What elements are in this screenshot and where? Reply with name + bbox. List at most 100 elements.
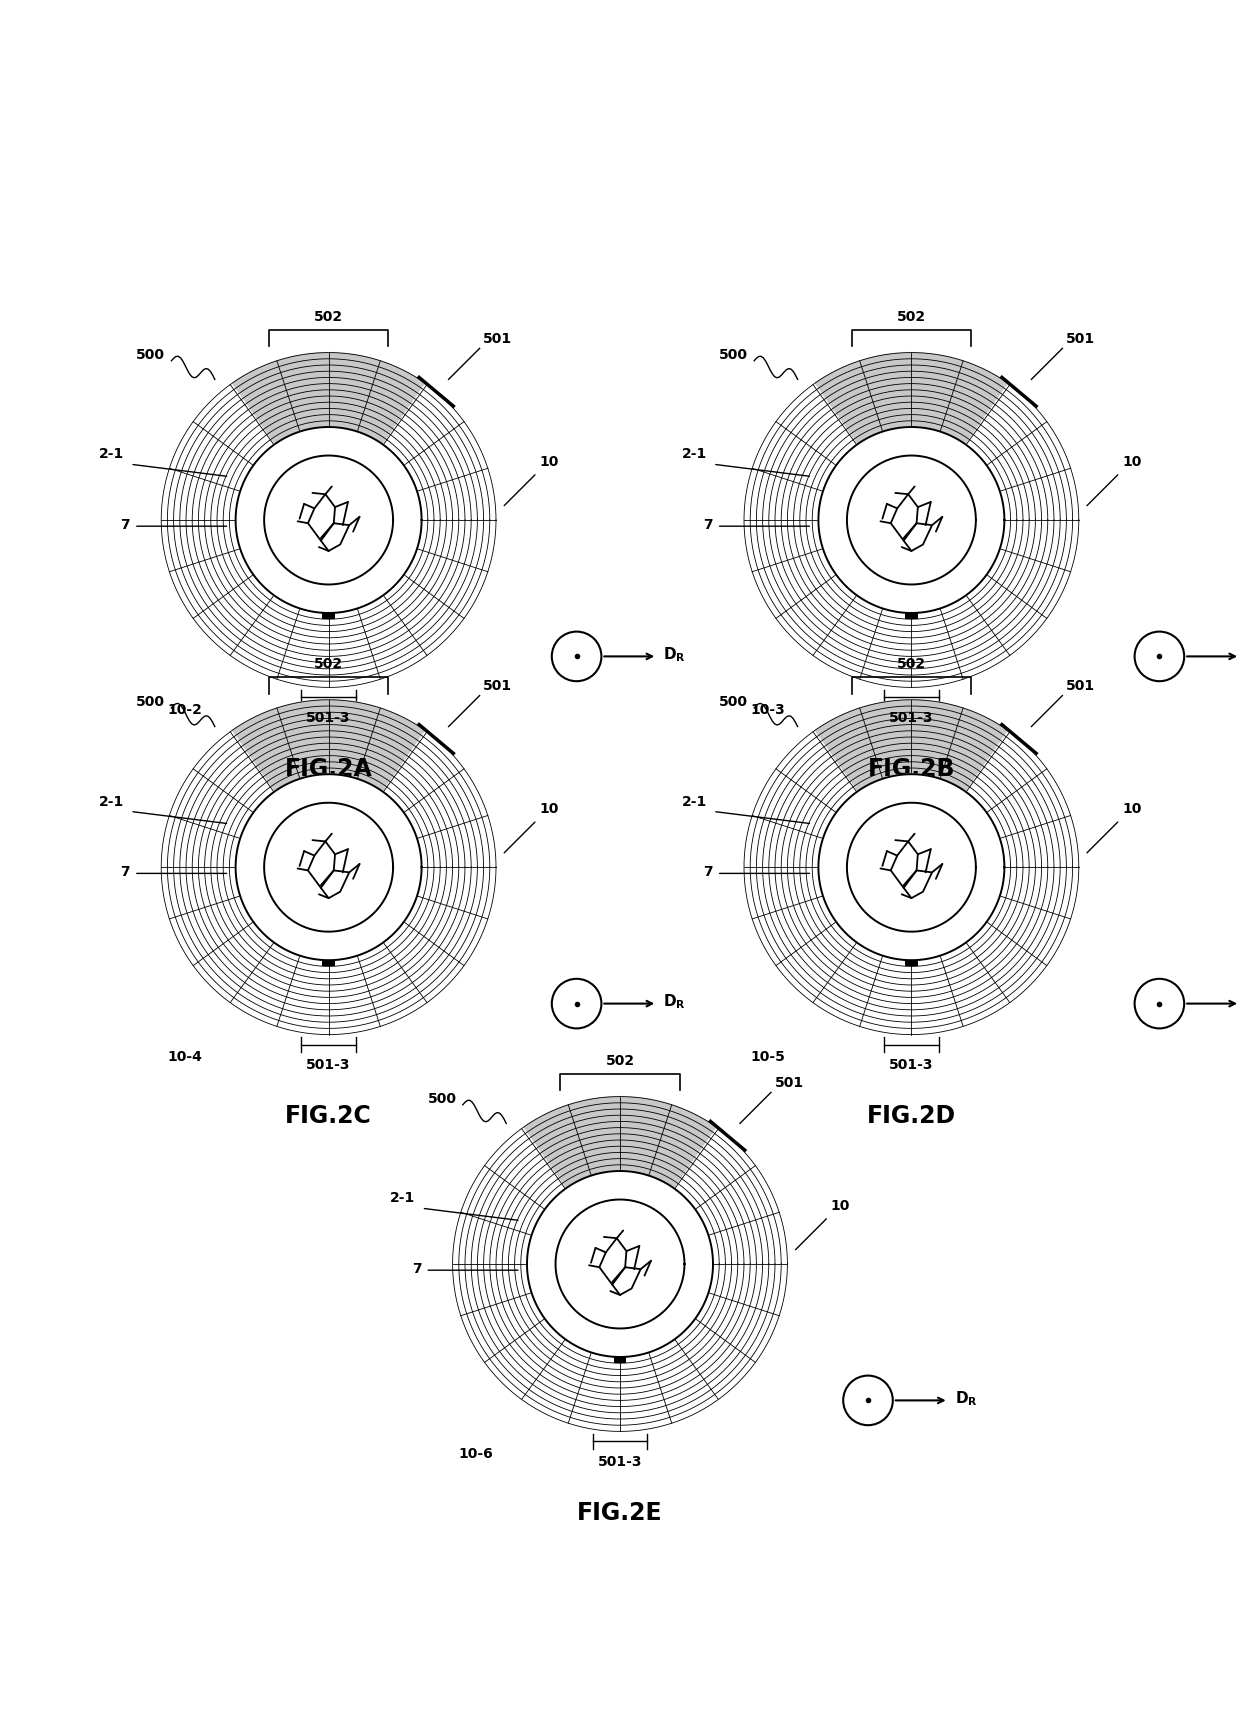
Polygon shape: [250, 384, 407, 414]
Bar: [614, 1358, 626, 1363]
Bar: [905, 961, 918, 967]
Polygon shape: [243, 372, 414, 403]
Polygon shape: [258, 744, 399, 772]
Polygon shape: [844, 403, 978, 429]
Polygon shape: [851, 762, 972, 786]
Text: $\mathbf{D_R}$: $\mathbf{D_R}$: [955, 1389, 977, 1408]
Text: 501-3: 501-3: [306, 1058, 351, 1072]
Polygon shape: [233, 701, 424, 736]
Text: 10-5: 10-5: [750, 1049, 785, 1063]
Text: 500: 500: [719, 348, 748, 362]
Polygon shape: [236, 360, 422, 395]
Text: FIG.2D: FIG.2D: [867, 1103, 956, 1127]
Polygon shape: [830, 725, 993, 756]
Text: 502: 502: [314, 310, 343, 324]
Text: 2-1: 2-1: [391, 1191, 415, 1204]
Polygon shape: [527, 1103, 713, 1137]
Polygon shape: [818, 706, 1004, 741]
Polygon shape: [272, 768, 386, 791]
Text: $\mathbf{D_R}$: $\mathbf{D_R}$: [663, 644, 686, 663]
Polygon shape: [851, 415, 972, 439]
Polygon shape: [250, 731, 407, 762]
Text: 501-3: 501-3: [306, 710, 351, 724]
Polygon shape: [844, 750, 978, 777]
Polygon shape: [826, 372, 997, 403]
Polygon shape: [264, 756, 393, 782]
Circle shape: [264, 457, 393, 586]
Polygon shape: [525, 1098, 715, 1132]
Text: 7: 7: [703, 517, 713, 531]
Circle shape: [444, 1089, 796, 1440]
Circle shape: [236, 775, 422, 961]
Polygon shape: [534, 1115, 706, 1148]
Text: 500: 500: [719, 694, 748, 708]
Text: FIG.2A: FIG.2A: [285, 756, 372, 781]
Circle shape: [552, 632, 601, 682]
Text: 500: 500: [136, 348, 165, 362]
Polygon shape: [546, 1134, 694, 1163]
Text: 501: 501: [1066, 679, 1095, 693]
Circle shape: [847, 803, 976, 932]
Polygon shape: [841, 744, 982, 772]
Polygon shape: [531, 1110, 709, 1142]
Circle shape: [236, 427, 422, 613]
Polygon shape: [239, 365, 418, 400]
Polygon shape: [833, 731, 990, 762]
Text: 501-3: 501-3: [889, 710, 934, 724]
Circle shape: [843, 1375, 893, 1425]
Text: 501-3: 501-3: [889, 1058, 934, 1072]
Text: 2-1: 2-1: [99, 448, 124, 462]
Text: 10-4: 10-4: [167, 1049, 202, 1063]
Text: 2-1: 2-1: [682, 448, 707, 462]
Polygon shape: [826, 718, 997, 751]
Circle shape: [818, 775, 1004, 961]
Polygon shape: [563, 1165, 677, 1189]
Circle shape: [552, 979, 601, 1029]
Polygon shape: [854, 422, 968, 445]
Text: 10: 10: [1122, 801, 1142, 815]
Circle shape: [735, 693, 1087, 1044]
Circle shape: [735, 345, 1087, 696]
Text: FIG.2C: FIG.2C: [285, 1103, 372, 1127]
Polygon shape: [841, 396, 982, 424]
Polygon shape: [847, 408, 976, 434]
Circle shape: [847, 457, 976, 586]
Circle shape: [264, 803, 393, 932]
Text: FIG.2B: FIG.2B: [868, 756, 955, 781]
Polygon shape: [542, 1129, 698, 1158]
Text: 10: 10: [831, 1197, 851, 1213]
Text: 7: 7: [703, 865, 713, 879]
Text: 502: 502: [605, 1053, 635, 1067]
Polygon shape: [538, 1122, 702, 1153]
Text: 500: 500: [136, 694, 165, 708]
Text: 501: 501: [1066, 331, 1095, 345]
Polygon shape: [553, 1146, 687, 1173]
Polygon shape: [559, 1160, 681, 1184]
Polygon shape: [818, 360, 1004, 395]
Polygon shape: [837, 737, 986, 767]
Bar: [322, 961, 335, 967]
Text: 501-3: 501-3: [598, 1454, 642, 1468]
Bar: [322, 613, 335, 620]
Polygon shape: [262, 750, 396, 777]
Polygon shape: [268, 762, 389, 786]
Text: 10: 10: [539, 801, 559, 815]
Polygon shape: [822, 365, 1001, 400]
Text: 502: 502: [314, 656, 343, 670]
Circle shape: [153, 345, 505, 696]
Polygon shape: [247, 725, 410, 756]
Text: 7: 7: [120, 865, 130, 879]
Text: 10: 10: [1122, 455, 1142, 469]
Polygon shape: [268, 415, 389, 439]
Polygon shape: [816, 353, 1007, 389]
Text: 7: 7: [120, 517, 130, 531]
Polygon shape: [272, 422, 386, 445]
Bar: [905, 613, 918, 620]
Circle shape: [153, 693, 505, 1044]
Polygon shape: [243, 718, 414, 751]
Text: 2-1: 2-1: [99, 794, 124, 808]
Polygon shape: [264, 408, 393, 434]
Text: 502: 502: [897, 310, 926, 324]
Polygon shape: [847, 756, 976, 782]
Polygon shape: [830, 377, 993, 408]
